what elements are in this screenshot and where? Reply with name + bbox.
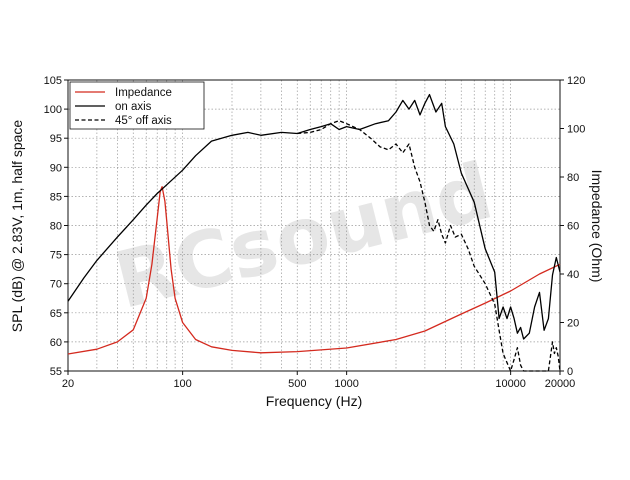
x-tick-label: 1000 bbox=[334, 378, 358, 390]
y2-tick-label: 100 bbox=[567, 124, 585, 136]
y-tick-label: 100 bbox=[44, 104, 62, 116]
y2-tick-label: 60 bbox=[567, 221, 579, 233]
y2-tick-label: 0 bbox=[567, 366, 573, 378]
series-lines bbox=[67, 93, 561, 372]
y-tick-label: 70 bbox=[50, 279, 62, 291]
series-line-1 bbox=[67, 93, 561, 340]
x-tick-label: 10000 bbox=[495, 378, 526, 390]
x-tick-label: 20000 bbox=[545, 378, 576, 390]
x-tick-label: 500 bbox=[288, 378, 306, 390]
y-tick-label: 55 bbox=[50, 366, 62, 378]
series-line-0 bbox=[67, 186, 561, 355]
y2-tick-label: 80 bbox=[567, 172, 579, 184]
y-tick-label: 105 bbox=[44, 75, 62, 87]
legend: Impedance on axis 45° off axis bbox=[69, 81, 205, 130]
y2-tick-label: 40 bbox=[567, 269, 579, 281]
y2-tick-label: 20 bbox=[567, 318, 579, 330]
y-tick-label: 95 bbox=[50, 133, 62, 145]
axis-ticks: 55 60 65 70 75 80 85 90 95 100 105 0 20 40 60 80 100 120 2… bbox=[44, 75, 586, 390]
y-tick-label: 80 bbox=[50, 221, 62, 233]
y2-tick-label: 120 bbox=[567, 75, 585, 87]
legend-label-1: on axis bbox=[115, 101, 152, 113]
x-axis-label: Frequency (Hz) bbox=[266, 393, 362, 409]
grid bbox=[68, 80, 560, 371]
watermark: RCsound bbox=[106, 147, 501, 327]
y-tick-label: 60 bbox=[50, 337, 62, 349]
y-tick-label: 65 bbox=[50, 308, 62, 320]
x-tick-label: 20 bbox=[62, 378, 74, 390]
y-tick-label: 90 bbox=[50, 162, 62, 174]
watermark-text: RCsound bbox=[106, 147, 501, 327]
series-line-2 bbox=[297, 120, 561, 372]
legend-label-2: 45° off axis bbox=[115, 115, 172, 127]
x-tick-label: 100 bbox=[173, 378, 191, 390]
legend-label-0: Impedance bbox=[115, 87, 172, 99]
y-axis-label: SPL (dB) @ 2.83V, 1m, half space bbox=[9, 120, 25, 333]
y-tick-label: 75 bbox=[50, 250, 62, 262]
y-tick-label: 85 bbox=[50, 191, 62, 203]
y2-axis-label: Impedance (Ohm) bbox=[589, 170, 605, 283]
